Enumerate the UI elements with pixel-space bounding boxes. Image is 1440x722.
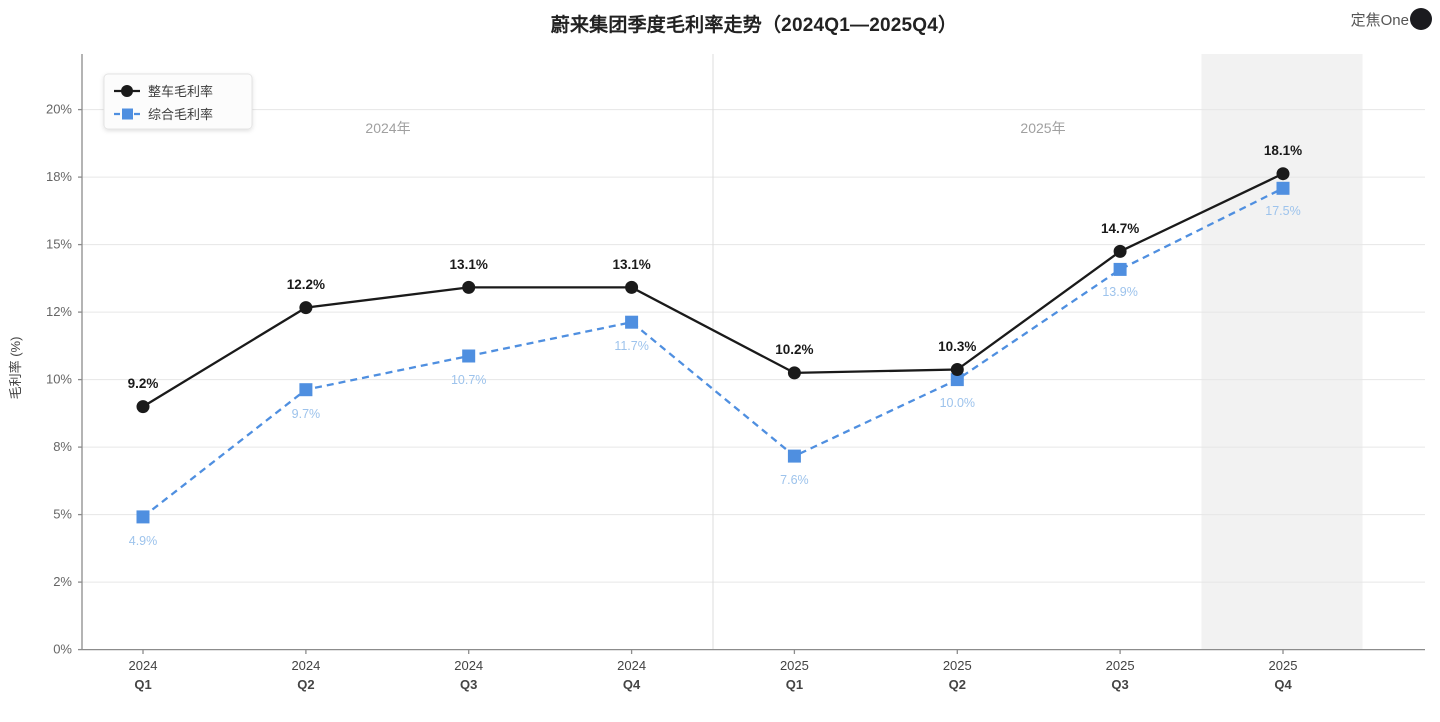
svg-text:Q2: Q2: [297, 677, 314, 692]
svg-text:2024: 2024: [454, 658, 483, 673]
svg-text:2025: 2025: [943, 658, 972, 673]
svg-text:13.1%: 13.1%: [450, 257, 488, 272]
svg-text:2025年: 2025年: [1020, 120, 1065, 136]
svg-text:2024: 2024: [291, 658, 320, 673]
svg-text:毛利率 (%): 毛利率 (%): [8, 337, 23, 400]
svg-text:12%: 12%: [46, 304, 72, 319]
svg-text:7.6%: 7.6%: [780, 473, 809, 487]
svg-text:综合毛利率: 综合毛利率: [148, 107, 213, 122]
svg-text:2025: 2025: [1106, 658, 1135, 673]
svg-text:4.9%: 4.9%: [129, 534, 158, 548]
svg-text:9.2%: 9.2%: [128, 376, 159, 391]
svg-text:2024年: 2024年: [365, 120, 410, 136]
svg-text:2024: 2024: [617, 658, 646, 673]
svg-text:10%: 10%: [46, 372, 72, 387]
svg-text:整车毛利率: 整车毛利率: [148, 84, 213, 99]
svg-text:18.1%: 18.1%: [1264, 143, 1302, 158]
svg-text:Q4: Q4: [1274, 677, 1292, 692]
svg-text:2%: 2%: [53, 574, 72, 589]
svg-text:Q4: Q4: [623, 677, 641, 692]
svg-text:Q2: Q2: [949, 677, 966, 692]
svg-text:13.1%: 13.1%: [612, 257, 650, 272]
svg-text:17.5%: 17.5%: [1265, 204, 1300, 218]
svg-text:10.3%: 10.3%: [938, 339, 976, 354]
svg-text:2025: 2025: [1269, 658, 1298, 673]
svg-text:18%: 18%: [46, 169, 72, 184]
svg-text:0%: 0%: [53, 642, 72, 657]
svg-text:10.2%: 10.2%: [775, 342, 813, 357]
svg-text:12.2%: 12.2%: [287, 277, 325, 292]
svg-text:10.0%: 10.0%: [940, 396, 975, 410]
svg-text:5%: 5%: [53, 507, 72, 522]
svg-text:9.7%: 9.7%: [292, 407, 321, 421]
svg-text:10.7%: 10.7%: [451, 373, 486, 387]
svg-text:8%: 8%: [53, 439, 72, 454]
svg-text:15%: 15%: [46, 237, 72, 252]
svg-text:13.9%: 13.9%: [1102, 285, 1137, 299]
svg-text:2024: 2024: [129, 658, 158, 673]
svg-text:Q3: Q3: [1111, 677, 1128, 692]
svg-text:14.7%: 14.7%: [1101, 221, 1139, 236]
svg-text:11.7%: 11.7%: [614, 339, 649, 353]
svg-text:Q1: Q1: [786, 677, 803, 692]
svg-text:2025: 2025: [780, 658, 809, 673]
svg-text:20%: 20%: [46, 102, 72, 117]
svg-text:Q1: Q1: [134, 677, 151, 692]
svg-text:Q3: Q3: [460, 677, 477, 692]
